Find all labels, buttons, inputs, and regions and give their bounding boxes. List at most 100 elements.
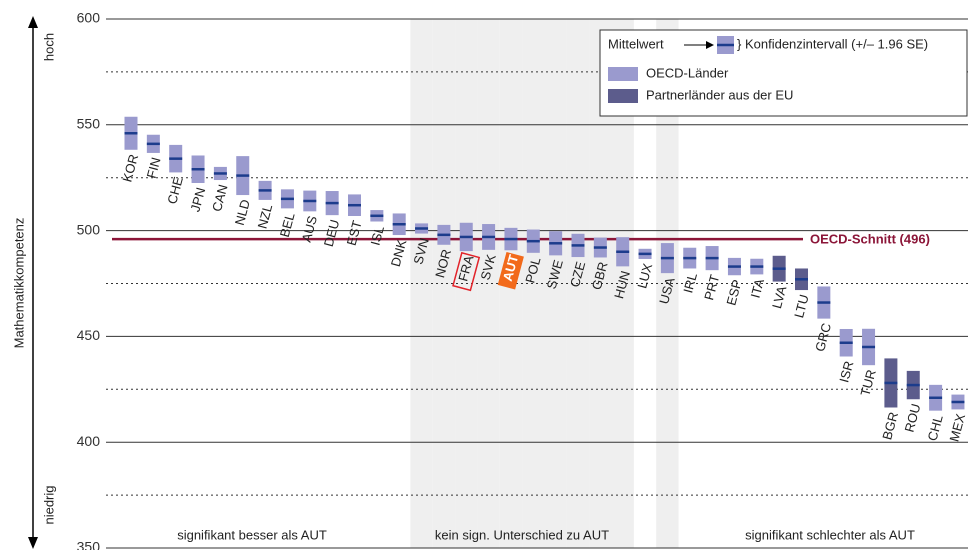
legend-swatch (608, 89, 638, 103)
category-label: CHL (925, 413, 946, 442)
shaded-band (477, 19, 500, 548)
category-label-group: SWE (544, 258, 566, 291)
category-label-group: SVN (410, 236, 431, 266)
category-label-group: CZE (567, 260, 588, 289)
category-label-group: GRC (812, 321, 834, 353)
category-label-group: GBR (589, 260, 611, 291)
category-label: EST (344, 219, 365, 247)
category-label: SWE (544, 258, 566, 291)
shaded-band (522, 19, 545, 548)
category-label: HUN (611, 269, 633, 300)
category-label: ISL (368, 224, 388, 247)
category-label-group: BGR (879, 410, 901, 441)
axis-bottom-label: niedrig (41, 485, 56, 524)
category-label: CZE (567, 260, 588, 289)
category-label-group: USA (656, 276, 677, 306)
category-label-group: FRA (452, 251, 481, 292)
highlight-fill (497, 251, 524, 290)
category-label-group: NOR (432, 248, 454, 280)
category-label-group: CAN (209, 183, 231, 213)
category-label: ITA (748, 277, 768, 300)
category-label: BEL (277, 211, 298, 239)
category-label-group: NZL (254, 203, 275, 231)
category-label-group: LVA (769, 284, 789, 310)
category-label-group: EST (344, 219, 365, 247)
region-label: kein sign. Unterschied zu AUT (435, 527, 609, 542)
category-label: GBR (589, 260, 611, 291)
y-tick-label: 600 (77, 10, 101, 26)
category-label-group: LUX (634, 261, 655, 290)
category-label-group: NLD (232, 198, 253, 227)
category-label: ESP (723, 278, 744, 307)
category-label: NLD (232, 198, 253, 227)
category-label: AUS (299, 214, 320, 244)
category-label-group: CHL (925, 413, 946, 442)
category-label-group: LTU (791, 293, 812, 320)
category-label-group: ITA (748, 277, 768, 300)
category-label: USA (656, 276, 677, 306)
category-label: IRL (680, 271, 700, 294)
legend-swatch (608, 67, 638, 81)
legend-label: OECD-Länder (646, 65, 729, 80)
y-tick-label: 350 (77, 539, 101, 550)
category-label-group: MEX (946, 412, 968, 443)
y-tick-label: 400 (77, 433, 101, 449)
category-label: NOR (432, 248, 454, 280)
category-label: SVK (478, 252, 499, 281)
category-label: POL (522, 256, 543, 285)
legend-ci: } Konfidenzintervall (+/– 1.96 SE) (737, 36, 928, 51)
category-label: CHE (164, 175, 186, 206)
category-label: FIN (144, 156, 164, 180)
category-label-group: CHE (164, 175, 186, 206)
category-label: GRC (812, 321, 834, 353)
category-label-group: ISR (836, 359, 856, 384)
category-label: BGR (879, 410, 901, 441)
y-tick-label: 550 (77, 116, 101, 132)
region-label: signifikant schlechter als AUT (745, 527, 915, 542)
region-label: signifikant besser als AUT (177, 527, 327, 542)
reference-label: OECD-Schnitt (496) (810, 232, 930, 247)
category-label-group: ROU (902, 402, 924, 434)
category-label: FRA (455, 254, 476, 283)
category-label: JPN (187, 186, 208, 214)
y-tick-label: 450 (77, 327, 101, 343)
arrow-head (28, 16, 38, 28)
axis-top-label: hoch (41, 33, 56, 61)
arrow-head (28, 537, 38, 549)
highlight-box (452, 251, 481, 292)
category-label: ISR (836, 359, 856, 384)
category-label: KOR (119, 153, 141, 184)
category-label-group: DEU (321, 218, 343, 248)
category-label: LTU (791, 293, 812, 320)
category-label: MEX (946, 412, 968, 443)
category-label-group: POL (522, 256, 543, 285)
shaded-band (432, 19, 456, 548)
category-label: LUX (634, 261, 655, 290)
category-label: NZL (254, 203, 275, 231)
category-label: TUR (857, 368, 878, 398)
category-label-group: IRL (680, 271, 700, 294)
category-label-group: ISL (368, 224, 388, 247)
category-label-group: TUR (857, 368, 878, 398)
y-tick-label: 500 (77, 221, 101, 237)
shaded-band (544, 19, 567, 548)
category-label-group: BEL (277, 211, 298, 239)
category-label-group: FIN (144, 156, 164, 180)
category-label-group: KOR (119, 153, 141, 184)
legend-label: Partnerländer aus der EU (646, 87, 793, 102)
category-label: PRT (701, 273, 722, 302)
legend-arrow-head (706, 41, 714, 49)
category-label: AUT (500, 253, 521, 283)
category-label-group: ESP (723, 278, 744, 307)
category-label: DNK (388, 238, 410, 269)
category-label: DEU (321, 218, 343, 248)
legend-box (599, 29, 968, 117)
category-label: LVA (769, 284, 789, 310)
category-label-group: SVK (478, 252, 499, 281)
category-label: SVN (410, 236, 431, 266)
category-label-group: HUN (611, 269, 633, 300)
category-label: CAN (209, 183, 231, 213)
y-axis-label: Mathematikkompetenz (11, 218, 26, 349)
category-label-group: PRT (701, 273, 722, 302)
